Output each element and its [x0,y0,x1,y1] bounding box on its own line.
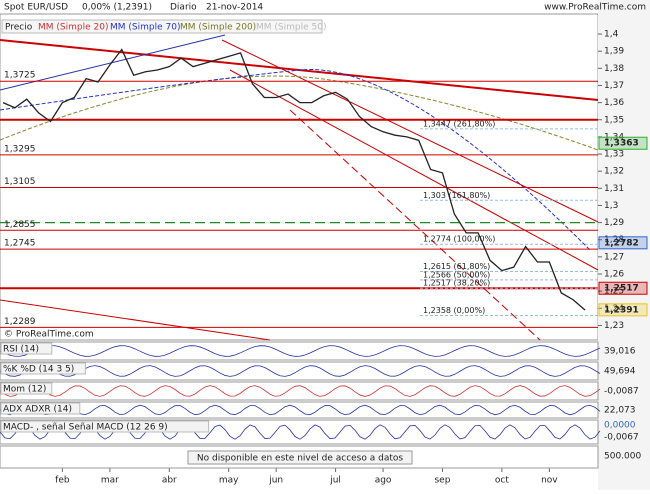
price-line [2,48,586,311]
copyright: © ProRealTime.com [4,330,94,340]
level-label: 1,2289 [4,317,36,327]
x-tick-label: may [219,476,239,486]
y-tick-label: 1,26 [604,270,624,280]
y-tick-label: 1,29 [604,218,624,228]
price-tag [598,136,648,150]
level-label: 1,3105 [4,177,36,187]
indicator-value: -0,0067 [604,433,639,443]
indicator-value: 0,0000 [604,421,636,431]
indicator-line [0,404,601,416]
y-tick-label: 1,39 [604,47,624,57]
indicator-name-box [0,362,86,375]
price-tag [598,236,648,250]
legend-entry: MM (Simple 20) [38,23,108,33]
legend-entry: Precio [5,23,33,33]
indicator-value: 22,073 [604,406,636,416]
indicator-name-box [0,402,81,415]
indicator-name-box [0,342,53,355]
fib-label: 1,2517 (38,20%) [423,279,490,288]
title: Spot EUR/USD [4,3,68,13]
indicator-value: 49,694 [604,367,636,377]
trendlines [0,34,599,341]
level-label: 1,2855 [4,220,36,230]
y-tick-label: 1,36 [604,98,624,108]
indicator-panel [0,361,599,381]
indicator-name: ADX ADXR (14) [3,405,72,415]
date: 21-nov-2014 [206,3,263,13]
level-label: 1,2745 [4,239,36,249]
level-label: 1,3725 [4,71,36,81]
price-tag [598,281,648,295]
ma-200 [0,75,599,151]
indicator-panel [0,341,599,361]
indicator-line [0,365,601,377]
x-tick-label: nov [541,476,558,486]
fib-label: 1,2615 (61,80%) [423,262,490,271]
y-tick-label: 1,4 [604,30,619,40]
y-tick-label: 1,32 [604,167,624,177]
y-tick-label: 1,25 [604,287,624,297]
ma-70 [0,69,591,251]
x-tick-label: sep [434,476,450,486]
indicator-name-box [0,420,210,433]
legend-box [1,19,323,34]
legend: Precio MM (Simple 20) MM (Simple 70) MM … [1,19,326,34]
y-tick-label: 1,31 [604,184,624,194]
indicator-name: MACD- , señal Señal MACD (12 26 9) [3,423,168,433]
level-label: 1,3295 [4,144,36,154]
legend-entry: MM (Simple 200) [180,23,256,33]
fib-label: 1,3447 (261,80%) [423,119,495,128]
trendline [229,69,599,271]
y-tick-label: 1,37 [604,81,624,91]
fib-label: 1,303 (161,80%) [423,191,490,200]
legend-entry: MM (Simple 70) [110,23,180,33]
x-tick-label: jun [268,476,283,486]
x-tick-label: mar [101,476,119,486]
y-tick-label: 1,38 [604,64,624,74]
trendline [289,109,541,341]
y-tick-label: 1,28 [604,235,624,245]
trendline [0,299,271,341]
x-tick-label: oct [495,476,509,486]
price-tag-label: 1,2517 [604,284,639,294]
change: 0,00% (1,2391) [82,3,152,13]
price-tag-label: 1,2391 [604,305,639,315]
price-tag [598,303,648,317]
x-tick-label: ago [375,476,392,486]
fib-label: 1,2566 (50,00%) [423,270,490,279]
y-tick-label: 1,33 [604,150,624,160]
period: Diario [170,3,197,13]
volume-message-box [187,450,413,465]
fib-label: 1,2774 (100,00%) [423,235,495,244]
indicator-name: %K %D (14 3 5) [3,365,74,375]
fib-label: 1,2358 (0,00%) [423,306,485,315]
indicator-line [0,345,601,357]
legend-entry: MM (Simple 50) [256,23,326,33]
x-tick-label: feb [55,476,70,486]
price-tag-label: 1,2782 [604,238,639,248]
price-tag-label: 1,3363 [604,139,639,149]
site: www.ProRealTime.com [544,3,646,13]
y-tick-label: 1,3 [604,201,618,211]
indicator-name: RSI (14) [3,345,39,355]
indicator-name-box [0,382,53,395]
indicator-line [0,385,601,397]
y-tick-label: 1,35 [604,115,624,125]
x-tick-label: abr [162,476,177,486]
y-tick-label: 1,27 [604,252,624,262]
indicator-value: 39,016 [604,347,636,357]
indicator-value: -0,0087 [604,387,639,397]
y-tick-label: 1,23 [604,321,624,331]
axis-strip [598,0,650,490]
indicator-name: Mom (12) [3,385,46,395]
y-tick-label: 1,24 [604,304,624,314]
x-tick-label: jul [329,476,341,486]
volume-value: 500.000 [604,452,641,462]
volume-message: No disponible en este nivel de acceso a … [197,454,403,464]
trendline [221,39,599,223]
indicator-line [0,424,601,440]
